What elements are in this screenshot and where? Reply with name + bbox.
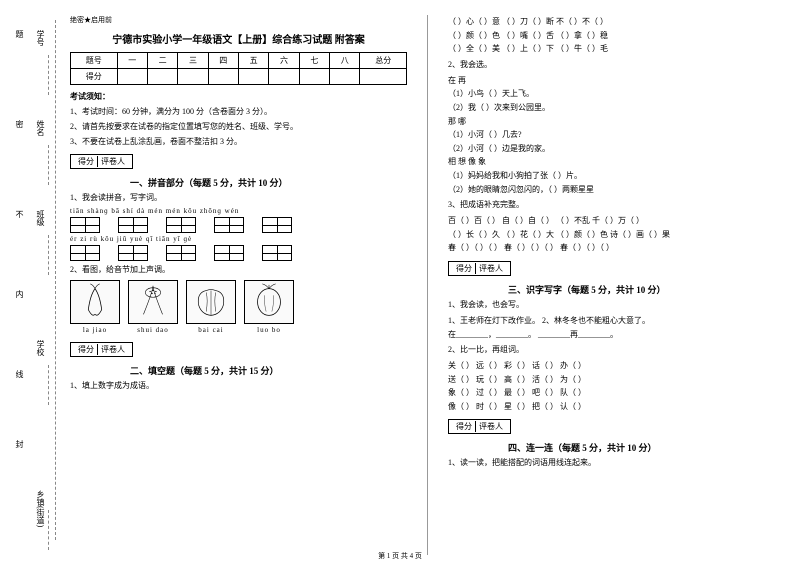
q1-2: 2、看图，给音节加上声调。 (70, 264, 407, 276)
scorer-box: 得分评卷人 (448, 419, 511, 434)
notice-item: 1、考试时间：60 分钟，满分为 100 分（含卷面分 3 分）。 (70, 106, 407, 119)
notice-item: 3、不要在试卷上乱涂乱画，卷面不整洁扣 3 分。 (70, 136, 407, 149)
idiom-line: （ ）心（ ）意 （ ）刀（ ）断 不（ ）不（ ） (448, 15, 785, 29)
veg-image (244, 280, 294, 324)
side-label-town: 乡镇(街道) (35, 490, 46, 527)
section2-heading: 二、填空题（每题 5 分，共计 15 分） (70, 364, 407, 377)
notice-heading: 考试须知： (70, 91, 407, 102)
image-row: la jiao shui dao bai cai luo bo (70, 280, 407, 334)
veg-image (186, 280, 236, 324)
side-mark: 题 (14, 30, 25, 38)
right-column: （ ）心（ ）意 （ ）刀（ ）断 不（ ）不（ ） （ ）颜（ ）色 （ ）嘴… (448, 15, 785, 555)
idiom-line: （ ）全（ ）美 （ ）上（ ）下 （ ）牛（ ）毛 (448, 42, 785, 56)
binding-margin: 学号 题 姓名 密 班级 不 内 学校 线 封 乡镇(街道) (0, 0, 70, 565)
side-label-name: 姓名 (35, 120, 46, 136)
side-mark: 线 (14, 370, 25, 378)
exam-title: 宁德市实验小学一年级语文【上册】综合练习试题 附答案 (70, 31, 407, 46)
side-mark: 封 (14, 440, 25, 448)
img-label: bai cai (186, 326, 236, 334)
notice-item: 2、请首先按要求在试卷的指定位置填写您的姓名、班级、学号。 (70, 121, 407, 134)
column-divider (427, 15, 428, 555)
section3-heading: 三、识字写字（每题 5 分，共计 10 分） (448, 283, 785, 296)
img-label: la jiao (70, 326, 120, 334)
char-boxes (70, 245, 407, 261)
page-footer: 第 1 页 共 4 页 (0, 551, 800, 561)
char-boxes (70, 217, 407, 233)
veg-image (70, 280, 120, 324)
q1-1: 1、我会读拼音，写字词。 (70, 192, 407, 204)
side-mark: 不 (14, 210, 25, 218)
exam-page: 学号 题 姓名 密 班级 不 内 学校 线 封 乡镇(街道) 绝密★启用前 宁德… (0, 0, 800, 565)
section4-heading: 四、连一连（每题 5 分，共计 10 分） (448, 441, 785, 454)
side-mark: 内 (14, 290, 25, 298)
q-idiom: 3、把成语补充完整。 (448, 199, 785, 211)
scorer-box: 得分评卷人 (448, 261, 511, 276)
img-label: shui dao (128, 326, 178, 334)
side-label-school: 学校 (35, 340, 46, 356)
section1-heading: 一、拼音部分（每题 5 分，共计 10 分） (70, 176, 407, 189)
score-table: 题号一二三四五六七八总分 得分 (70, 52, 407, 85)
pinyin-row: ér zi rù kǒu jiǔ yuè qī tiān yī ɡè (70, 235, 407, 243)
side-label-id: 学号 (35, 30, 46, 46)
q2-1: 1、填上数字成为成语。 (70, 380, 407, 392)
img-label: luo bo (244, 326, 294, 334)
veg-image (128, 280, 178, 324)
secret-label: 绝密★启用前 (70, 15, 407, 25)
side-label-class: 班级 (35, 210, 46, 226)
left-column: 绝密★启用前 宁德市实验小学一年级语文【上册】综合练习试题 附答案 题号一二三四… (70, 15, 407, 555)
q-select: 2、我会选。 (448, 59, 785, 71)
side-mark: 密 (14, 120, 25, 128)
idiom-line: （ ）颜（ ）色 （ ）嘴（ ）舌 （ ）拿（ ）稳 (448, 29, 785, 43)
scorer-box: 得分评卷人 (70, 154, 133, 169)
scorer-box: 得分评卷人 (70, 342, 133, 357)
pinyin-row: tiān shànɡ bā shí dà mén mén kǒu zhōnɡ w… (70, 207, 407, 215)
